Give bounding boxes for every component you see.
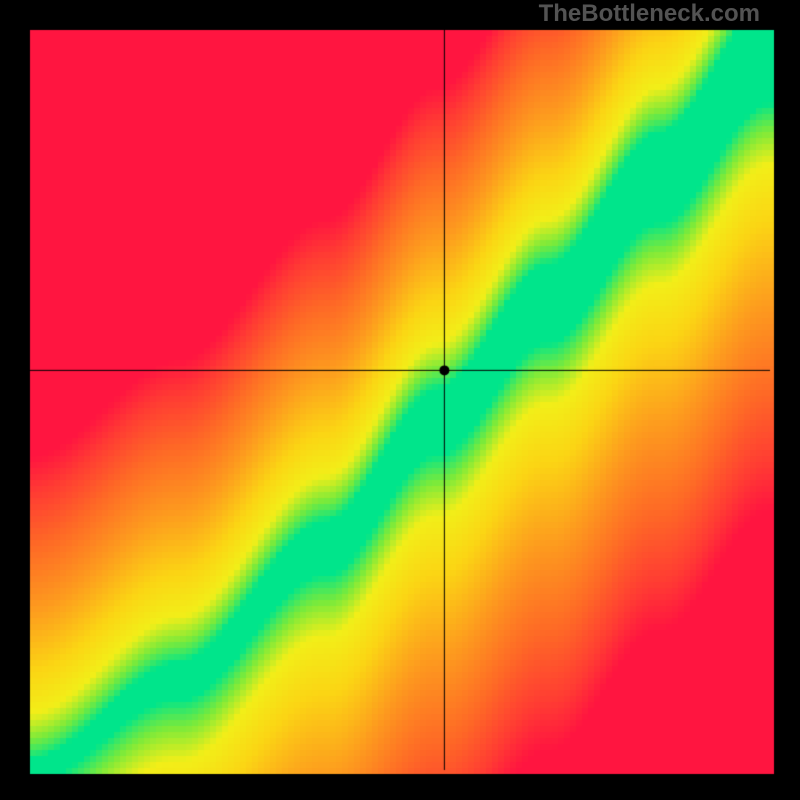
bottleneck-heatmap: [0, 0, 800, 800]
watermark-text: TheBottleneck.com: [539, 0, 760, 28]
